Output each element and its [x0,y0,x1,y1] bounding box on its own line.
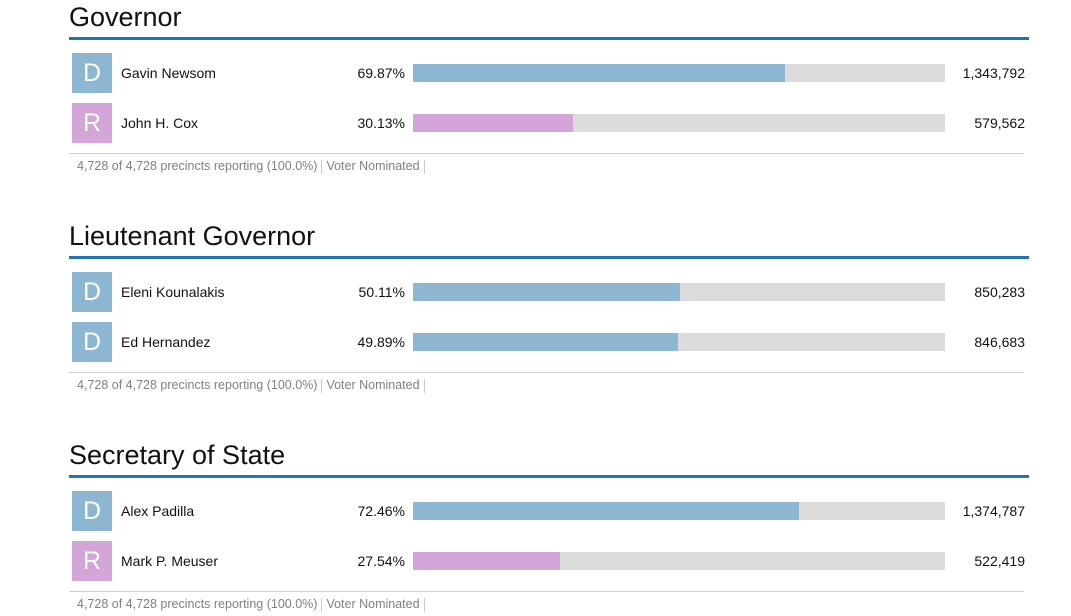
party-badge: R [72,541,112,581]
candidate-votes: 850,283 [974,284,1025,300]
candidate-row: R John H. Cox 30.13% 579,562 [69,103,1029,143]
party-badge: D [72,53,112,93]
footer-separator [321,378,323,393]
footer-separator [321,159,323,174]
race-footer: 4,728 of 4,728 precincts reporting (100.… [77,375,429,395]
candidate-percent: 72.46% [357,503,405,519]
candidate-name: Gavin Newsom [121,65,216,81]
vote-bar-fill [413,64,785,82]
candidate-row: R Mark P. Meuser 27.54% 522,419 [69,541,1029,581]
footer-separator [321,597,323,612]
race-type: Voter Nominated [326,378,420,392]
vote-bar-track [413,114,945,132]
vote-bar-fill [413,502,799,520]
party-badge: D [72,322,112,362]
candidate-name: Mark P. Meuser [121,553,218,569]
candidate-percent: 49.89% [357,334,405,350]
candidate-row: D Eleni Kounalakis 50.11% 850,283 [69,272,1029,312]
candidate-row: D Ed Hernandez 49.89% 846,683 [69,322,1029,362]
vote-bar-fill [413,333,679,351]
race-type: Voter Nominated [326,597,420,611]
candidate-row: D Alex Padilla 72.46% 1,374,787 [69,491,1029,531]
footer-separator [423,597,425,612]
title-rule [69,256,1029,259]
candidate-percent: 27.54% [357,553,405,569]
vote-bar-track [413,283,945,301]
candidate-votes: 846,683 [974,334,1025,350]
candidate-percent: 50.11% [358,284,405,300]
vote-bar-track [413,64,945,82]
race-type: Voter Nominated [326,159,420,173]
footer-rule [69,372,1024,373]
candidate-name: Ed Hernandez [121,334,211,350]
vote-bar-track [413,333,945,351]
race-footer: 4,728 of 4,728 precincts reporting (100.… [77,594,429,614]
party-badge: R [72,103,112,143]
party-badge: D [72,491,112,531]
footer-rule [69,591,1024,592]
candidate-name: Eleni Kounalakis [121,284,225,300]
candidate-votes: 1,343,792 [962,65,1025,81]
race-title: Secretary of State [69,440,286,470]
vote-bar-fill [413,283,680,301]
title-rule [69,475,1029,478]
race-footer: 4,728 of 4,728 precincts reporting (100.… [77,156,429,176]
candidate-votes: 1,374,787 [962,503,1025,519]
precincts-reporting: 4,728 of 4,728 precincts reporting (100.… [77,597,318,611]
vote-bar-fill [413,552,560,570]
footer-rule [69,153,1024,154]
candidate-percent: 69.87% [357,65,405,81]
candidate-name: Alex Padilla [121,503,195,519]
footer-separator [423,378,425,393]
precincts-reporting: 4,728 of 4,728 precincts reporting (100.… [77,159,318,173]
vote-bar-track [413,552,945,570]
candidate-name: John H. Cox [121,115,199,131]
party-badge: D [72,272,112,312]
footer-separator [423,159,425,174]
vote-bar-track [413,502,945,520]
candidate-percent: 30.13% [357,115,405,131]
race-title: Governor [69,2,182,32]
vote-bar-fill [413,114,574,132]
race-title: Lieutenant Governor [69,221,316,251]
candidate-votes: 522,419 [974,553,1025,569]
candidate-votes: 579,562 [974,115,1025,131]
candidate-row: D Gavin Newsom 69.87% 1,343,792 [69,53,1029,93]
precincts-reporting: 4,728 of 4,728 precincts reporting (100.… [77,378,318,392]
title-rule [69,37,1029,40]
